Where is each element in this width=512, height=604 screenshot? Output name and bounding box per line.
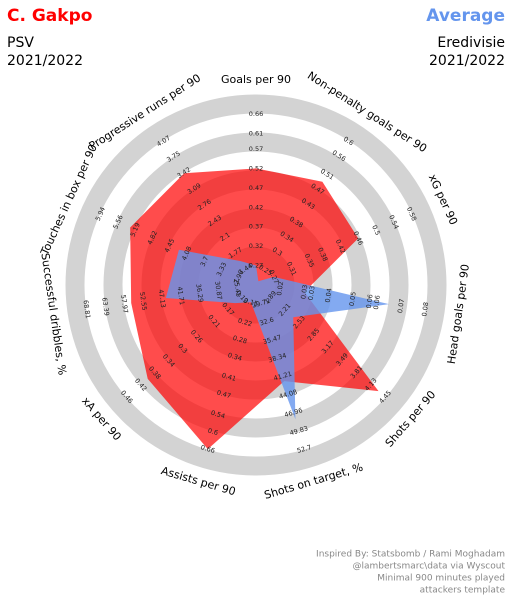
average-season: 2021/2022: [429, 53, 505, 69]
player-team: PSV: [7, 35, 34, 51]
tick-label: 0.28: [232, 334, 248, 346]
tick-label: 0.22: [237, 317, 253, 329]
tick-label: 0.41: [221, 371, 237, 383]
tick-label: 57.97: [119, 294, 130, 314]
tick-label: 0.04: [324, 288, 334, 303]
endnote: attackers template: [420, 586, 506, 596]
endnote: Minimal 900 minutes played: [377, 574, 505, 584]
tick-label: 0.02: [275, 281, 285, 296]
player-name: C. Gakpo: [7, 6, 92, 26]
ring: [65, 94, 447, 476]
tick-label: 63.39: [100, 297, 111, 317]
axis-label: Goals per 90: [221, 73, 291, 86]
tick-label: 68.81: [81, 300, 92, 320]
average-league: Eredivisie: [437, 35, 505, 51]
axis-label: Head goals per 90: [445, 263, 472, 365]
player-season: 2021/2022: [7, 53, 83, 69]
radar-area: [165, 249, 389, 420]
tick-label: 0.15: [243, 296, 259, 308]
tick-label: 0.05: [348, 291, 358, 306]
tick-label: 0.06: [365, 294, 375, 309]
tick-label: 0.47: [216, 389, 232, 401]
tick-label: 30.87: [213, 281, 224, 301]
tick-label: 0.52: [249, 164, 263, 172]
tick-label: 0.03: [299, 284, 309, 299]
tick-label: 25.45: [232, 278, 243, 298]
tick-label: 0.57: [249, 145, 263, 153]
tick-label: 52.7: [296, 443, 312, 455]
tick-label: 0.34: [227, 351, 243, 363]
tick-label: 32.6: [259, 316, 275, 328]
tick-label: 0.06: [372, 295, 382, 310]
tick-label: 0.66: [200, 443, 216, 455]
tick-label: 41.71: [175, 286, 186, 306]
tick-label: 0.42: [249, 203, 263, 211]
tick-label: 0.66: [249, 110, 263, 118]
tick-label: 0.27: [249, 262, 263, 270]
tick-label: 3.7: [199, 255, 211, 268]
endnote: Inspired By: Statsbomb / Rami Moghadam: [316, 550, 505, 560]
tick-label: 0.03: [307, 285, 317, 300]
tick-label: 0.5: [370, 224, 382, 237]
tick-label: 52.55: [138, 291, 149, 311]
tick-label: 0.07: [396, 298, 406, 313]
ring: [103, 132, 409, 438]
tick-label: 0.6: [207, 427, 219, 438]
endnote: @lambertsmarc\data via Wyscout: [353, 562, 506, 572]
average-name: Average: [426, 6, 505, 26]
tick-label: 0.37: [249, 223, 263, 231]
tick-label: 0.08: [420, 302, 430, 317]
tick-label: 0.47: [249, 184, 263, 192]
tick-label: 36.29: [194, 283, 205, 303]
tick-label: 0.61: [249, 129, 263, 137]
axis-label: Successful dribbles, %: [38, 252, 68, 376]
tick-label: 0.32: [249, 242, 263, 250]
tick-label: 47.13: [157, 289, 168, 309]
tick-label: 0.54: [210, 409, 226, 421]
